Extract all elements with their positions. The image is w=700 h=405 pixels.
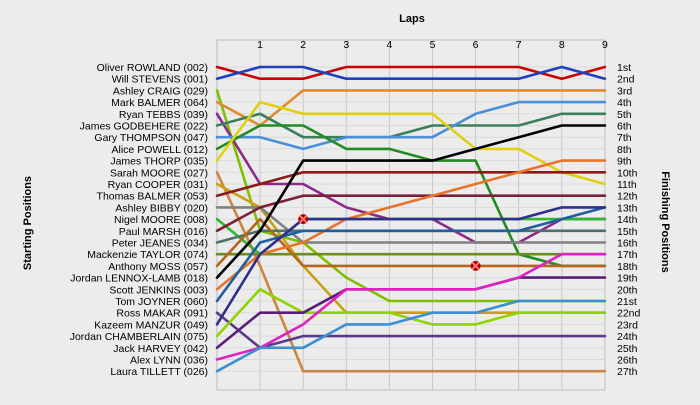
retirement-markers <box>298 214 481 271</box>
driver-line <box>215 124 607 268</box>
start-position-label: Oliver ROWLAND (002) <box>97 62 208 74</box>
finish-position-label: 21st <box>617 296 637 308</box>
y-axis-left-label: Starting Positions <box>22 176 34 270</box>
driver-line <box>215 299 607 373</box>
start-position-label: Jack HARVEY (042) <box>113 343 208 355</box>
driver-line <box>215 252 607 361</box>
finish-position-label: 8th <box>617 144 632 156</box>
finish-position-label: 15th <box>617 226 638 238</box>
start-position-label: Tom JOYNER (060) <box>115 296 208 308</box>
finish-position-label: 17th <box>617 249 638 261</box>
start-position-label: Will STEVENS (001) <box>112 74 208 86</box>
start-position-label: Jordan LENNOX-LAMB (018) <box>70 273 208 285</box>
start-position-label: Jordan CHAMBERLAIN (075) <box>70 331 208 343</box>
finish-position-label: 11th <box>617 179 637 191</box>
finish-position-label: 25th <box>617 343 638 355</box>
finish-position-label: 18th <box>617 261 638 273</box>
finish-position-label: 26th <box>617 355 638 367</box>
driver-line <box>215 206 607 244</box>
start-position-label: Paul MARSH (016) <box>119 226 208 238</box>
finish-position-label: 27th <box>617 366 638 378</box>
grid-layer <box>216 39 606 391</box>
finish-position-label: 16th <box>617 238 638 250</box>
start-position-label: Nigel MOORE (008) <box>114 214 208 226</box>
finish-position-label: 13th <box>617 202 638 214</box>
start-position-label: Thomas BALMER (053) <box>97 191 208 203</box>
start-position-label: Scott JENKINS (003) <box>109 284 208 296</box>
x-tick-label: 4 <box>386 39 392 51</box>
finish-position-label: 20th <box>617 284 638 296</box>
x-tick-label: 2 <box>300 39 306 51</box>
start-position-label: Ashley CRAIG (029) <box>113 85 208 97</box>
start-position-label: Ryan COOPER (031) <box>108 179 208 191</box>
finish-position-label: 2nd <box>617 74 635 86</box>
finish-position-label: 10th <box>617 167 638 179</box>
driver-line <box>215 100 607 151</box>
finish-position-label: 3rd <box>617 85 632 97</box>
finish-position-label: 5th <box>617 109 632 121</box>
x-tick-label: 1 <box>257 39 263 51</box>
driver-line <box>215 311 607 350</box>
finish-position-label: 23rd <box>617 319 638 331</box>
driver-line <box>215 171 607 197</box>
start-position-label: James THORP (035) <box>110 156 208 168</box>
retirement-marker <box>298 214 309 225</box>
start-position-label: Ashley BIBBY (020) <box>115 202 208 214</box>
finish-position-label: 24th <box>617 331 638 343</box>
start-position-label: Kazeem MANZUR (049) <box>94 319 208 331</box>
driver-line <box>215 100 607 186</box>
start-position-label: Gary THOMPSON (047) <box>94 132 208 144</box>
chart-title: Laps <box>399 13 425 25</box>
start-position-label: Mark BALMER (064) <box>111 97 208 109</box>
finish-position-label: 1st <box>617 62 631 74</box>
start-position-label: Laura TILLETT (026) <box>110 366 208 378</box>
finish-position-label: 12th <box>617 191 638 203</box>
finish-position-label: 6th <box>617 121 632 133</box>
series-layer <box>215 65 607 373</box>
finish-position-label: 7th <box>617 132 632 144</box>
start-position-label: Anthony MOSS (057) <box>108 261 208 273</box>
x-tick-label: 7 <box>516 39 522 51</box>
start-position-label: Peter JEANES (034) <box>112 238 208 250</box>
label-layer: 1 2 3 4 5 6 7 8 9 1st2nd3rd4th5th6th7th8th9th10th… <box>70 39 641 378</box>
retirement-marker <box>470 260 481 271</box>
start-position-label: Ryan TEBBS (039) <box>119 109 208 121</box>
driver-line <box>215 206 607 326</box>
driver-line <box>215 65 607 80</box>
finish-position-label: 19th <box>617 273 638 285</box>
x-tick-label: 6 <box>473 39 479 51</box>
driver-line <box>215 194 607 233</box>
start-position-label: Alice POWELL (012) <box>112 144 208 156</box>
plot-frame <box>216 39 606 391</box>
y-axis-right-label: Finishing Positions <box>659 171 671 272</box>
x-tick-label: 5 <box>430 39 436 51</box>
finish-position-label: 14th <box>617 214 638 226</box>
start-position-label: Ross MAKAR (091) <box>116 308 208 320</box>
driver-line <box>215 159 607 291</box>
finish-position-label: 22nd <box>617 308 641 320</box>
start-position-label: Sarah MOORE (027) <box>110 167 208 179</box>
finish-position-label: 9th <box>617 156 632 168</box>
x-tick-label: 9 <box>602 39 608 51</box>
driver-line <box>215 171 607 373</box>
finish-position-label: 4th <box>617 97 632 109</box>
x-tick-label: 8 <box>559 39 565 51</box>
start-position-label: James GODBEHERE (022) <box>80 121 208 133</box>
start-position-label: Mackenzie TAYLOR (074) <box>87 249 208 261</box>
x-tick-label: 3 <box>343 39 349 51</box>
driver-line <box>215 124 607 279</box>
start-position-label: Alex LYNN (036) <box>130 355 208 367</box>
